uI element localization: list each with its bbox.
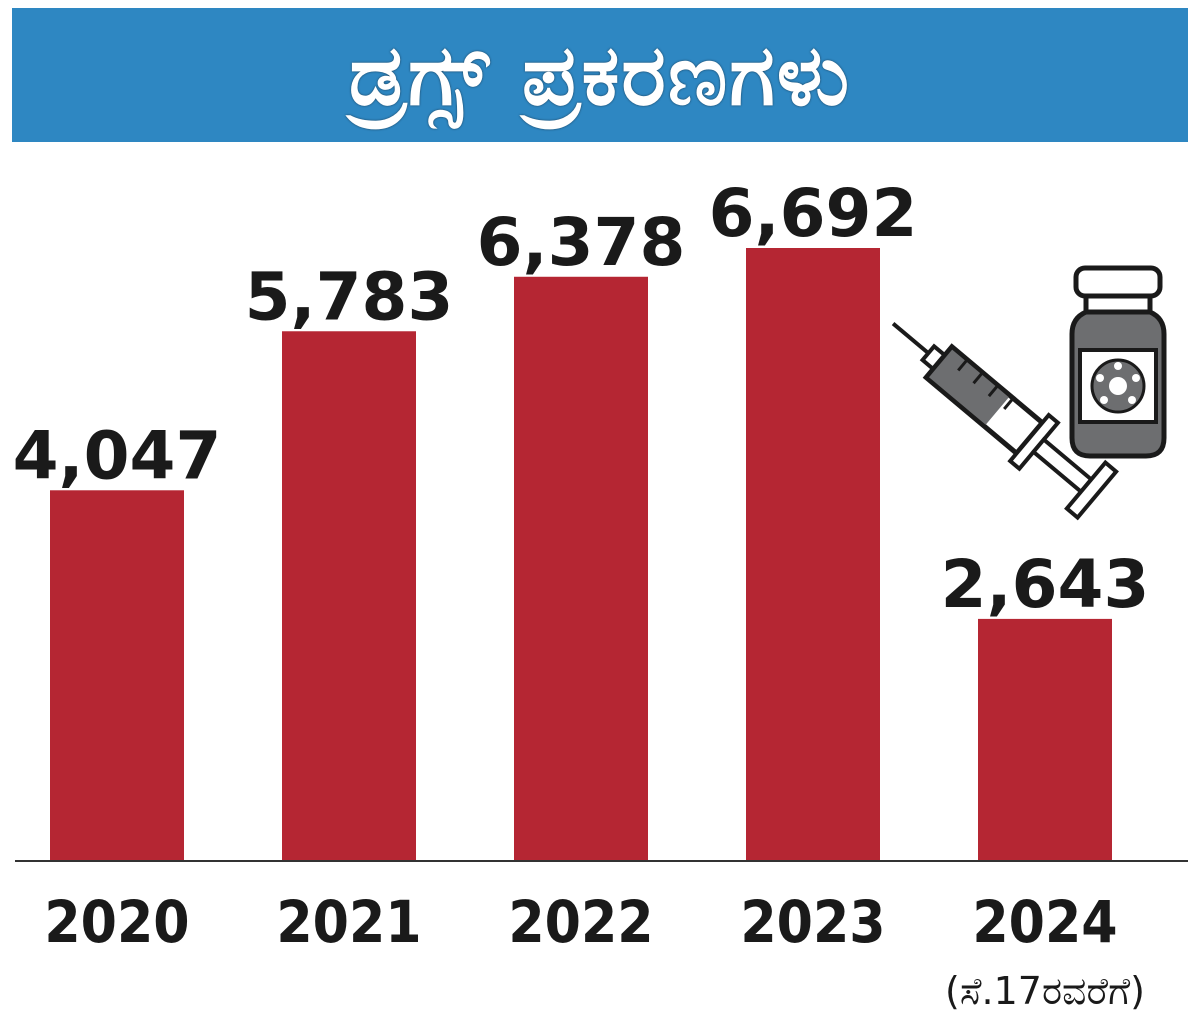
category-note-2024: (ಸೆ.17ರವರೆಗೆ) <box>945 969 1145 1013</box>
bar-2021 <box>282 331 416 862</box>
category-label-2023: 2023 <box>740 888 885 956</box>
bar-2020 <box>50 490 184 861</box>
value-label-2020: 4,047 <box>13 417 222 494</box>
category-label-2020: 2020 <box>44 888 189 956</box>
title-banner: ಡ್ರಗ್ಸ್ ಪ್ರಕರಣಗಳು <box>12 8 1188 142</box>
value-label-2023: 6,692 <box>709 175 918 252</box>
category-labels-group: 2020 2021 2022 2023 2024 (ಸೆ.17ರವರೆಗೆ) <box>44 888 1145 1013</box>
category-label-2022: 2022 <box>508 888 653 956</box>
value-label-2021: 5,783 <box>245 258 454 335</box>
bars-group <box>50 248 1112 862</box>
bar-2023 <box>746 248 880 861</box>
value-label-2022: 6,378 <box>477 204 686 281</box>
bar-2024 <box>978 618 1112 861</box>
chart-title: ಡ್ರಗ್ಸ್ ಪ್ರಕರಣಗಳು <box>348 25 852 124</box>
bar-2022 <box>514 276 648 861</box>
category-label-2024: 2024 <box>972 888 1117 956</box>
category-label-2021: 2021 <box>276 888 421 956</box>
value-label-2024: 2,643 <box>941 546 1150 623</box>
value-labels-group: 4,047 5,783 6,378 6,692 2,643 <box>13 175 1150 623</box>
syringe-and-vial-icon <box>891 265 1167 521</box>
